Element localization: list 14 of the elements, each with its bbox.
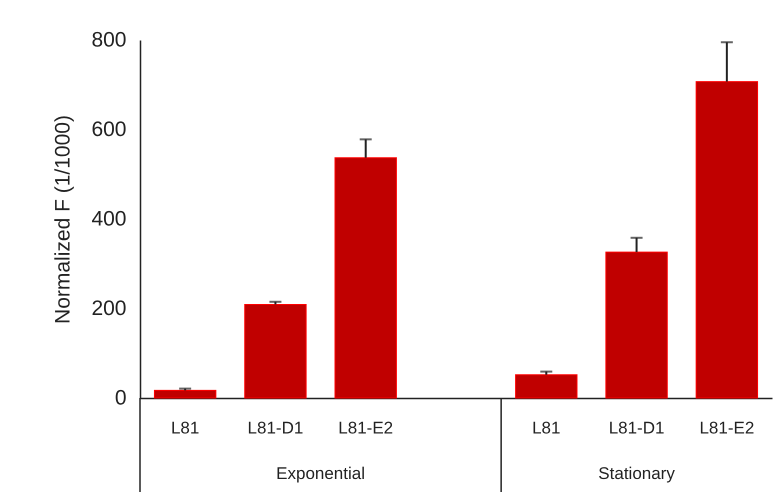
y-tick-label: 400 [91,208,126,230]
x-tick-label: L81-E2 [699,418,754,438]
text: Exponential [276,464,365,483]
x-tick-label: L81 [532,418,560,438]
x-tick-label: L81 [170,418,200,438]
y-tick-label: 600 [91,118,126,141]
x-tick-label: L81-E2 [338,418,394,438]
y-tick-label: 800 [91,28,126,52]
x-tick-label: L81-D1 [248,418,304,438]
y-tick-label: 200 [91,297,126,320]
y-axis-title: Normalized F (1/1000) [51,115,74,324]
y-tick-label: 0 [114,386,126,410]
text: Stationary [598,464,676,483]
x-tick-label: L81-D1 [608,418,664,438]
